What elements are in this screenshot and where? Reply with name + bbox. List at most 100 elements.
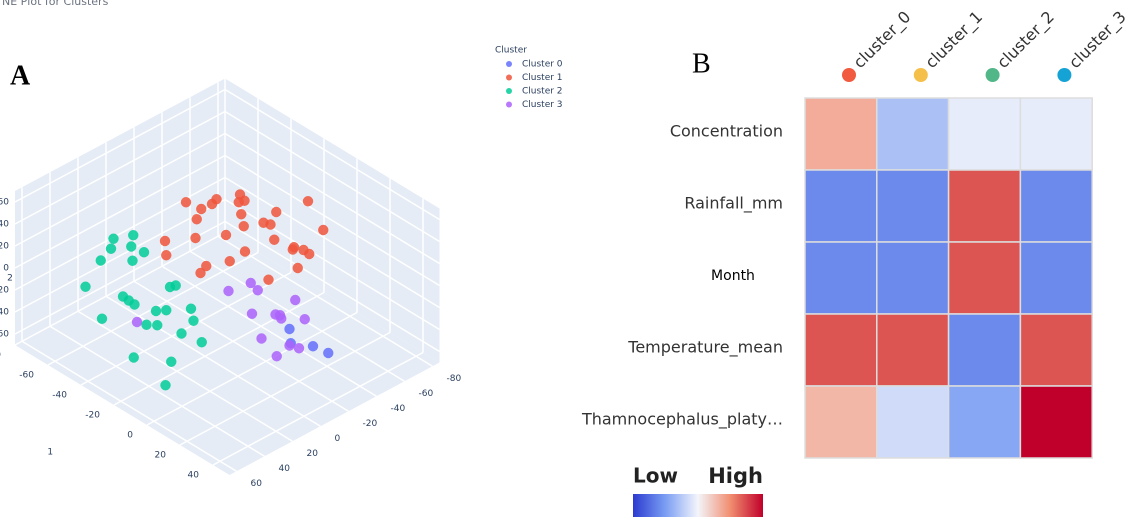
y-tick-label: 60	[251, 479, 263, 489]
point	[318, 224, 329, 236]
heatmap-cell	[1019, 241, 1093, 315]
grid-line	[224, 220, 440, 353]
point	[211, 194, 222, 205]
heatmap-cell	[876, 97, 950, 171]
y-tick-label: 40	[279, 464, 291, 474]
point	[263, 274, 274, 285]
heatmap-cell	[804, 385, 878, 459]
point	[220, 229, 232, 241]
z-tick-label: 40	[0, 220, 9, 230]
grid-line	[224, 176, 440, 309]
grid-line	[14, 176, 226, 291]
z-tick-label: -60	[0, 330, 9, 340]
row-label: Thamnocephalus_platy…	[581, 410, 783, 430]
point	[246, 308, 258, 319]
point	[96, 313, 108, 324]
point	[201, 260, 212, 272]
point	[290, 294, 301, 306]
legend-title: Cluster	[495, 46, 527, 56]
legend-marker	[506, 61, 512, 67]
panel-label: A	[10, 60, 31, 91]
legend-label: Cluster 2	[522, 87, 563, 97]
point	[223, 285, 234, 297]
chart-title: NE Plot for Clusters	[2, 0, 109, 8]
point	[245, 277, 256, 289]
z-tick-label: -20	[0, 286, 9, 296]
point	[323, 347, 334, 359]
heatmap-cell	[947, 97, 1022, 171]
x-tick-label: -80	[0, 351, 1, 361]
point	[274, 310, 286, 321]
point	[128, 352, 139, 363]
x-tick-label: -40	[52, 391, 67, 401]
point	[126, 241, 137, 252]
grid-line	[189, 250, 405, 382]
legend-marker	[506, 101, 512, 108]
z-tick-label: 0	[3, 264, 9, 274]
point	[141, 319, 152, 330]
grid-line	[21, 340, 237, 472]
heatmap-cell	[804, 169, 878, 243]
point	[80, 281, 91, 292]
heatmap-cell	[804, 241, 878, 315]
grid-line	[224, 154, 440, 287]
column-label: cluster_1	[921, 7, 986, 72]
heatmap-cell	[947, 241, 1022, 315]
point	[196, 203, 207, 215]
heatmap-cell	[804, 97, 878, 171]
x-tick-label: 40	[188, 471, 200, 481]
colorbar	[633, 494, 763, 517]
point	[287, 244, 298, 255]
colorbar-label: Low	[633, 464, 678, 488]
category-marker	[913, 68, 928, 82]
point	[129, 299, 140, 310]
point	[224, 256, 235, 267]
point	[150, 305, 162, 317]
point	[196, 337, 207, 348]
grid-line	[161, 265, 377, 397]
point	[160, 380, 171, 391]
point	[284, 340, 295, 351]
grid-line	[14, 132, 226, 247]
point	[271, 351, 282, 362]
panel-label: B	[692, 48, 711, 79]
column-label: cluster_2	[993, 7, 1058, 72]
z-tick-label: 20	[0, 242, 9, 252]
heatmap-cell	[1019, 313, 1093, 387]
point	[238, 221, 249, 232]
point	[95, 255, 106, 266]
x-tick-label: 0	[127, 431, 133, 441]
point	[239, 246, 251, 257]
point	[161, 305, 172, 316]
column-label: cluster_0	[850, 7, 915, 72]
point	[195, 267, 206, 279]
point	[236, 209, 247, 220]
legend-label: Cluster 3	[522, 100, 563, 110]
row-label: Temperature_mean	[627, 338, 783, 358]
point	[293, 343, 305, 354]
z-tick-label: 60	[0, 198, 9, 208]
point	[269, 234, 280, 245]
heatmap-cell	[947, 169, 1022, 243]
x-tick-label: 20	[155, 451, 167, 461]
point	[131, 316, 143, 328]
point	[252, 285, 263, 296]
colorbar-label: High	[708, 464, 763, 488]
point	[166, 356, 177, 367]
point	[152, 320, 163, 331]
z-axis-label: 2	[7, 274, 13, 284]
grid-line	[133, 280, 349, 412]
point	[271, 206, 282, 218]
heatmap-cell	[1019, 385, 1093, 459]
category-marker	[985, 68, 1000, 82]
grid-line	[224, 132, 440, 265]
grid-line	[105, 295, 321, 427]
y-tick-label: 0	[335, 434, 341, 444]
x-tick-label: -60	[19, 371, 34, 381]
grid-line	[14, 110, 226, 225]
z-tick-label: -40	[0, 308, 9, 318]
grid-line	[217, 235, 433, 367]
point	[239, 195, 250, 206]
point	[265, 219, 276, 230]
point	[190, 232, 201, 244]
